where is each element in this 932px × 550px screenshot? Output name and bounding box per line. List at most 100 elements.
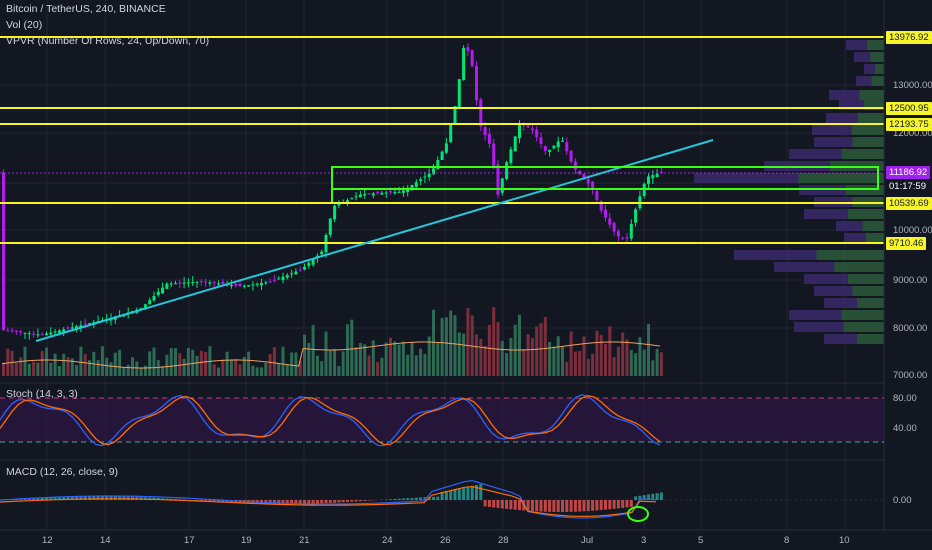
candle-body xyxy=(518,123,521,139)
volume-indicator-label[interactable]: Vol (20) xyxy=(6,19,43,31)
volume-bar xyxy=(509,338,513,376)
macd-histogram-bar xyxy=(440,491,444,500)
macd-histogram-bar xyxy=(268,500,272,504)
macd-histogram-bar xyxy=(634,496,638,500)
volume-profile-row xyxy=(857,113,884,123)
candle-body xyxy=(66,327,70,329)
volume-bar xyxy=(118,349,122,376)
volume-bar xyxy=(647,323,650,376)
volume-bar xyxy=(354,347,358,376)
volume-bar xyxy=(264,362,268,376)
candle-body xyxy=(290,273,294,275)
volume-bar xyxy=(548,341,552,376)
symbol-title[interactable]: Bitcoin / TetherUS, 240, BINANCE xyxy=(6,3,166,15)
macd-indicator-label[interactable]: MACD (12, 26, close, 9) xyxy=(6,466,119,478)
macd-histogram-bar xyxy=(599,500,603,511)
volume-profile-row xyxy=(816,250,884,260)
candle-body xyxy=(32,333,36,335)
volume-bar xyxy=(234,358,238,376)
candle-body xyxy=(152,295,156,301)
candle-body xyxy=(371,193,375,196)
volume-bar xyxy=(444,317,448,376)
price-tag-10539: 10539.69 xyxy=(886,197,932,210)
macd-histogram-bar xyxy=(539,500,543,512)
candle-body xyxy=(139,308,143,310)
macd-histogram-bar xyxy=(298,500,302,504)
macd-histogram-bar xyxy=(518,500,521,511)
volume-bar xyxy=(505,353,509,376)
volume-bar xyxy=(487,324,491,376)
volume-ma-line xyxy=(1,341,660,369)
candle-body xyxy=(582,173,586,179)
volume-bar xyxy=(122,367,126,376)
candle-body xyxy=(410,184,414,189)
macd-histogram-bar xyxy=(118,496,122,500)
volume-bar xyxy=(561,347,564,376)
macd-histogram-bar xyxy=(530,500,534,512)
macd-histogram-bar xyxy=(57,496,61,500)
candle-body xyxy=(608,218,612,225)
volume-bar xyxy=(238,364,242,376)
candle-countdown: 01:17:59 xyxy=(886,180,929,193)
candle-body xyxy=(457,79,461,108)
macd-histogram-bar xyxy=(27,498,31,500)
time-tick: 26 xyxy=(440,535,451,546)
candle-body xyxy=(483,127,487,136)
macd-histogram-bar xyxy=(453,489,457,500)
macd-histogram-bar xyxy=(113,496,117,500)
volume-bar xyxy=(113,352,117,376)
macd-histogram-bar xyxy=(105,496,109,500)
volume-bar xyxy=(604,343,607,376)
candle-body xyxy=(380,192,384,195)
volume-bar xyxy=(225,351,229,376)
macd-histogram-bar xyxy=(126,496,130,500)
candle-body xyxy=(23,332,27,334)
candle-body xyxy=(376,191,380,194)
candle-body xyxy=(10,330,14,332)
candle-body xyxy=(513,136,517,152)
vpvr-indicator-label[interactable]: VPVR (Number Of Rows, 24, Up/Down, 70) xyxy=(6,35,210,47)
candle-body xyxy=(40,334,44,336)
volume-bar xyxy=(307,343,311,376)
candle-body xyxy=(174,283,177,285)
stoch-k-line xyxy=(0,394,661,447)
volume-bar xyxy=(57,366,61,376)
candle-body xyxy=(268,281,272,283)
volume-profile-row xyxy=(812,125,852,135)
candle-body xyxy=(161,287,165,294)
macd-histogram xyxy=(2,484,663,512)
candle-body xyxy=(83,323,87,325)
consolidation-box[interactable] xyxy=(331,166,879,190)
macd-histogram-bar xyxy=(109,496,113,500)
candle-body xyxy=(414,182,418,187)
macd-histogram-bar xyxy=(444,491,448,500)
macd-histogram-bar xyxy=(389,499,392,500)
macd-histogram-bar xyxy=(591,500,595,511)
stoch-indicator-label[interactable]: Stoch (14, 3, 3) xyxy=(6,388,78,400)
candle-body xyxy=(307,263,311,266)
macd-histogram-bar xyxy=(496,500,500,508)
candle-body xyxy=(449,124,453,143)
volume-bar xyxy=(367,355,371,376)
support-resistance-lines[interactable] xyxy=(0,36,884,244)
volume-profile-row xyxy=(857,334,884,344)
candle-body xyxy=(389,191,392,193)
macd-histogram-bar xyxy=(548,500,552,512)
volume-bar xyxy=(242,356,246,376)
candle-body xyxy=(552,145,556,149)
macd-histogram-bar xyxy=(208,500,212,502)
macd-histogram-bar xyxy=(638,495,642,500)
macd-histogram-bar xyxy=(212,500,216,502)
candle-body xyxy=(298,269,302,271)
macd-histogram-bar xyxy=(346,500,349,502)
macd-cross-circle[interactable] xyxy=(627,506,649,522)
candle-body xyxy=(578,170,582,175)
volume-bar xyxy=(195,355,199,376)
volume-bar xyxy=(543,316,547,376)
volume-bar xyxy=(247,351,251,376)
volume-bar xyxy=(2,362,5,376)
volume-bar xyxy=(483,345,487,376)
trend-line[interactable] xyxy=(35,139,714,342)
volume-bar xyxy=(539,323,543,376)
